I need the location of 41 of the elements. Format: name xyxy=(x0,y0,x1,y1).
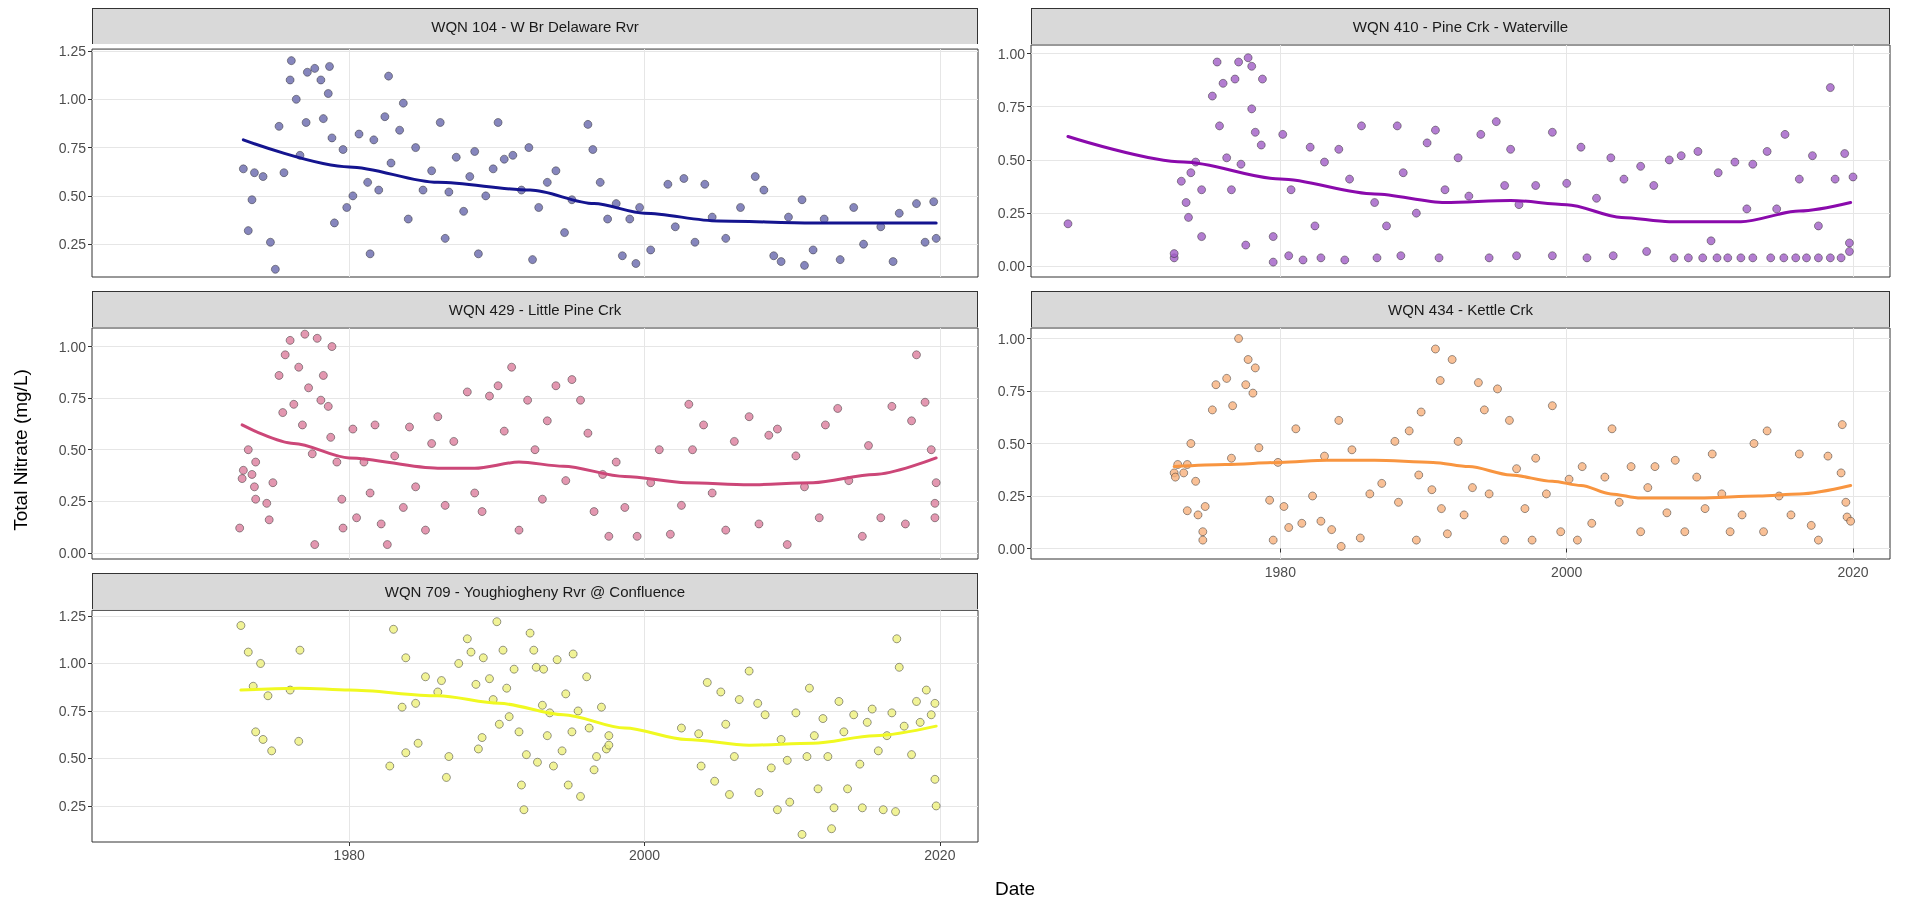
y-tick-label: 1.25 xyxy=(58,43,87,59)
y-tick-label: 0.00 xyxy=(997,540,1026,557)
x-tick-label: 2020 xyxy=(1837,564,1869,580)
y-tick-label: 1.00 xyxy=(997,45,1026,62)
y-tick-label: 1.00 xyxy=(997,330,1026,347)
line-series xyxy=(239,686,938,747)
y-tick-label: 0.75 xyxy=(58,139,87,156)
y-tick-label: 0.50 xyxy=(58,441,87,458)
chart-title: WQN 410 - Pine Crk - Waterville xyxy=(1031,8,1890,44)
line-series xyxy=(240,423,938,487)
x-tick-label: 1980 xyxy=(333,847,365,863)
y-tick-label: 0.75 xyxy=(58,390,87,407)
y-tick-label: 0.25 xyxy=(58,493,87,510)
y-tick-label: 1.25 xyxy=(58,608,87,624)
x-tick-label: 2000 xyxy=(1551,564,1583,580)
y-tick-label: 0.75 xyxy=(997,383,1026,399)
y-tick-label: 0.00 xyxy=(997,258,1026,275)
y-axis-title: Total Nitrate (mg/L) xyxy=(10,369,32,531)
chart-title: WQN 429 - Little Pine Crk xyxy=(92,291,978,327)
x-tick-label: 1980 xyxy=(1264,564,1297,580)
y-tick-label: 1.00 xyxy=(58,91,87,108)
y-tick-label: 0.75 xyxy=(997,98,1026,115)
y-tick-label: 0.50 xyxy=(997,435,1026,452)
y-tick-label: 0.25 xyxy=(997,488,1026,504)
y-tick-label: 0.75 xyxy=(58,702,87,719)
x-axis-title: Date xyxy=(994,878,1036,900)
x-tick-label: 2000 xyxy=(628,847,661,863)
y-tick-label: 1.00 xyxy=(58,338,87,355)
y-tick-label: 0.50 xyxy=(58,187,87,204)
chart-title: WQN 434 - Kettle Crk xyxy=(1031,291,1890,327)
y-tick-label: 0.50 xyxy=(997,151,1026,168)
chart-title: WQN 709 - Youghiogheny Rvr @ Confluence xyxy=(92,573,978,609)
y-tick-label: 0.25 xyxy=(997,205,1026,222)
y-tick-label: 0.00 xyxy=(58,544,87,561)
y-tick-label: 0.50 xyxy=(58,750,87,767)
y-tick-label: 0.25 xyxy=(58,797,87,814)
chart-title: WQN 104 - W Br Delaware Rvr xyxy=(92,8,978,44)
line-series xyxy=(1066,135,1853,224)
y-tick-label: 1.00 xyxy=(58,655,87,672)
x-tick-label: 2020 xyxy=(924,847,956,863)
y-tick-label: 0.25 xyxy=(58,236,87,253)
